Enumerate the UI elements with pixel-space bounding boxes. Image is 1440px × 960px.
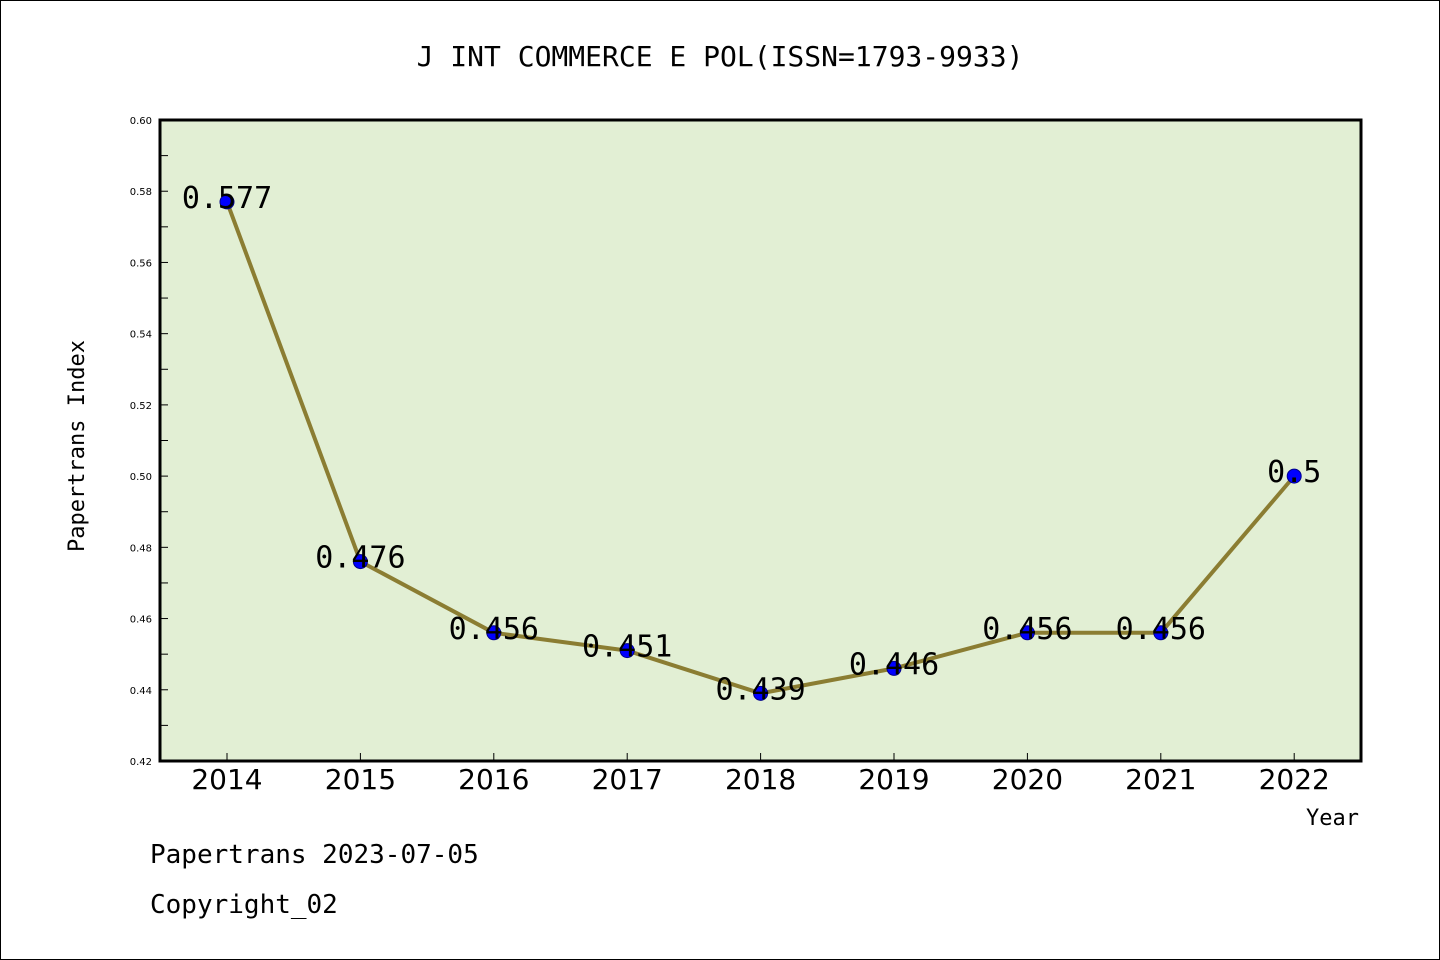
y-tick-label: 0.54 <box>130 330 152 341</box>
data-label: 0.439 <box>715 672 805 707</box>
y-tick-label: 0.46 <box>130 615 152 626</box>
y-tick-label: 0.44 <box>130 686 152 697</box>
plot-area <box>158 118 1363 763</box>
data-label: 0.451 <box>582 630 672 665</box>
y-axis: 0.42 0.44 0.46 0.48 0.50 0.52 0.54 0.56 0.58 0.60 <box>130 116 168 768</box>
y-tick-label: 0.60 <box>130 116 152 127</box>
data-point <box>352 554 368 570</box>
data-point <box>753 685 769 701</box>
data-point <box>486 625 502 641</box>
y-tick-label: 0.50 <box>130 472 152 483</box>
data-point <box>1286 468 1302 484</box>
y-tick-label: 0.58 <box>130 187 152 198</box>
data-labels: 0.577 0.476 0.456 0.451 0.439 0.446 0.456 0.456… <box>182 181 1321 707</box>
data-point <box>886 660 902 676</box>
x-tick-label: 2021 <box>1125 763 1196 796</box>
y-tick-label: 0.56 <box>130 258 152 269</box>
data-point <box>1153 625 1169 641</box>
data-points <box>219 194 1302 701</box>
x-tick-label: 2020 <box>992 763 1063 796</box>
data-label: 0.577 <box>182 181 272 216</box>
x-tick-label: 2018 <box>725 763 796 796</box>
y-axis-label: Papertrans Index <box>65 340 90 552</box>
x-tick-label: 2015 <box>325 763 396 796</box>
footer-date: Papertrans 2023-07-05 <box>150 840 479 870</box>
data-label: 0.456 <box>449 612 539 647</box>
data-point <box>1019 625 1035 641</box>
x-tick-label: 2014 <box>191 763 262 796</box>
footer-copyright: Copyright_02 <box>150 890 338 920</box>
data-label: 0.456 <box>1116 612 1206 647</box>
x-tick-label: 2022 <box>1259 763 1330 796</box>
y-tick-label: 0.52 <box>130 401 152 412</box>
data-label: 0.456 <box>982 612 1072 647</box>
x-tick-label: 2016 <box>458 763 529 796</box>
data-label: 0.446 <box>849 647 939 682</box>
data-label: 0.476 <box>315 541 405 576</box>
data-point <box>219 194 235 210</box>
x-tick-label: 2017 <box>592 763 663 796</box>
data-point <box>619 643 635 659</box>
data-label: 0.5 <box>1267 455 1321 490</box>
x-axis-label: Year <box>1306 806 1359 831</box>
x-tick-label: 2019 <box>858 763 929 796</box>
x-axis: 2014 2015 2016 2017 2018 2019 2020 2021 2022 <box>191 753 1330 796</box>
y-tick-label: 0.42 <box>130 757 152 768</box>
y-tick-label: 0.48 <box>130 543 152 554</box>
chart-title: J INT COMMERCE E POL(ISSN=1793-9933) <box>417 40 1024 73</box>
